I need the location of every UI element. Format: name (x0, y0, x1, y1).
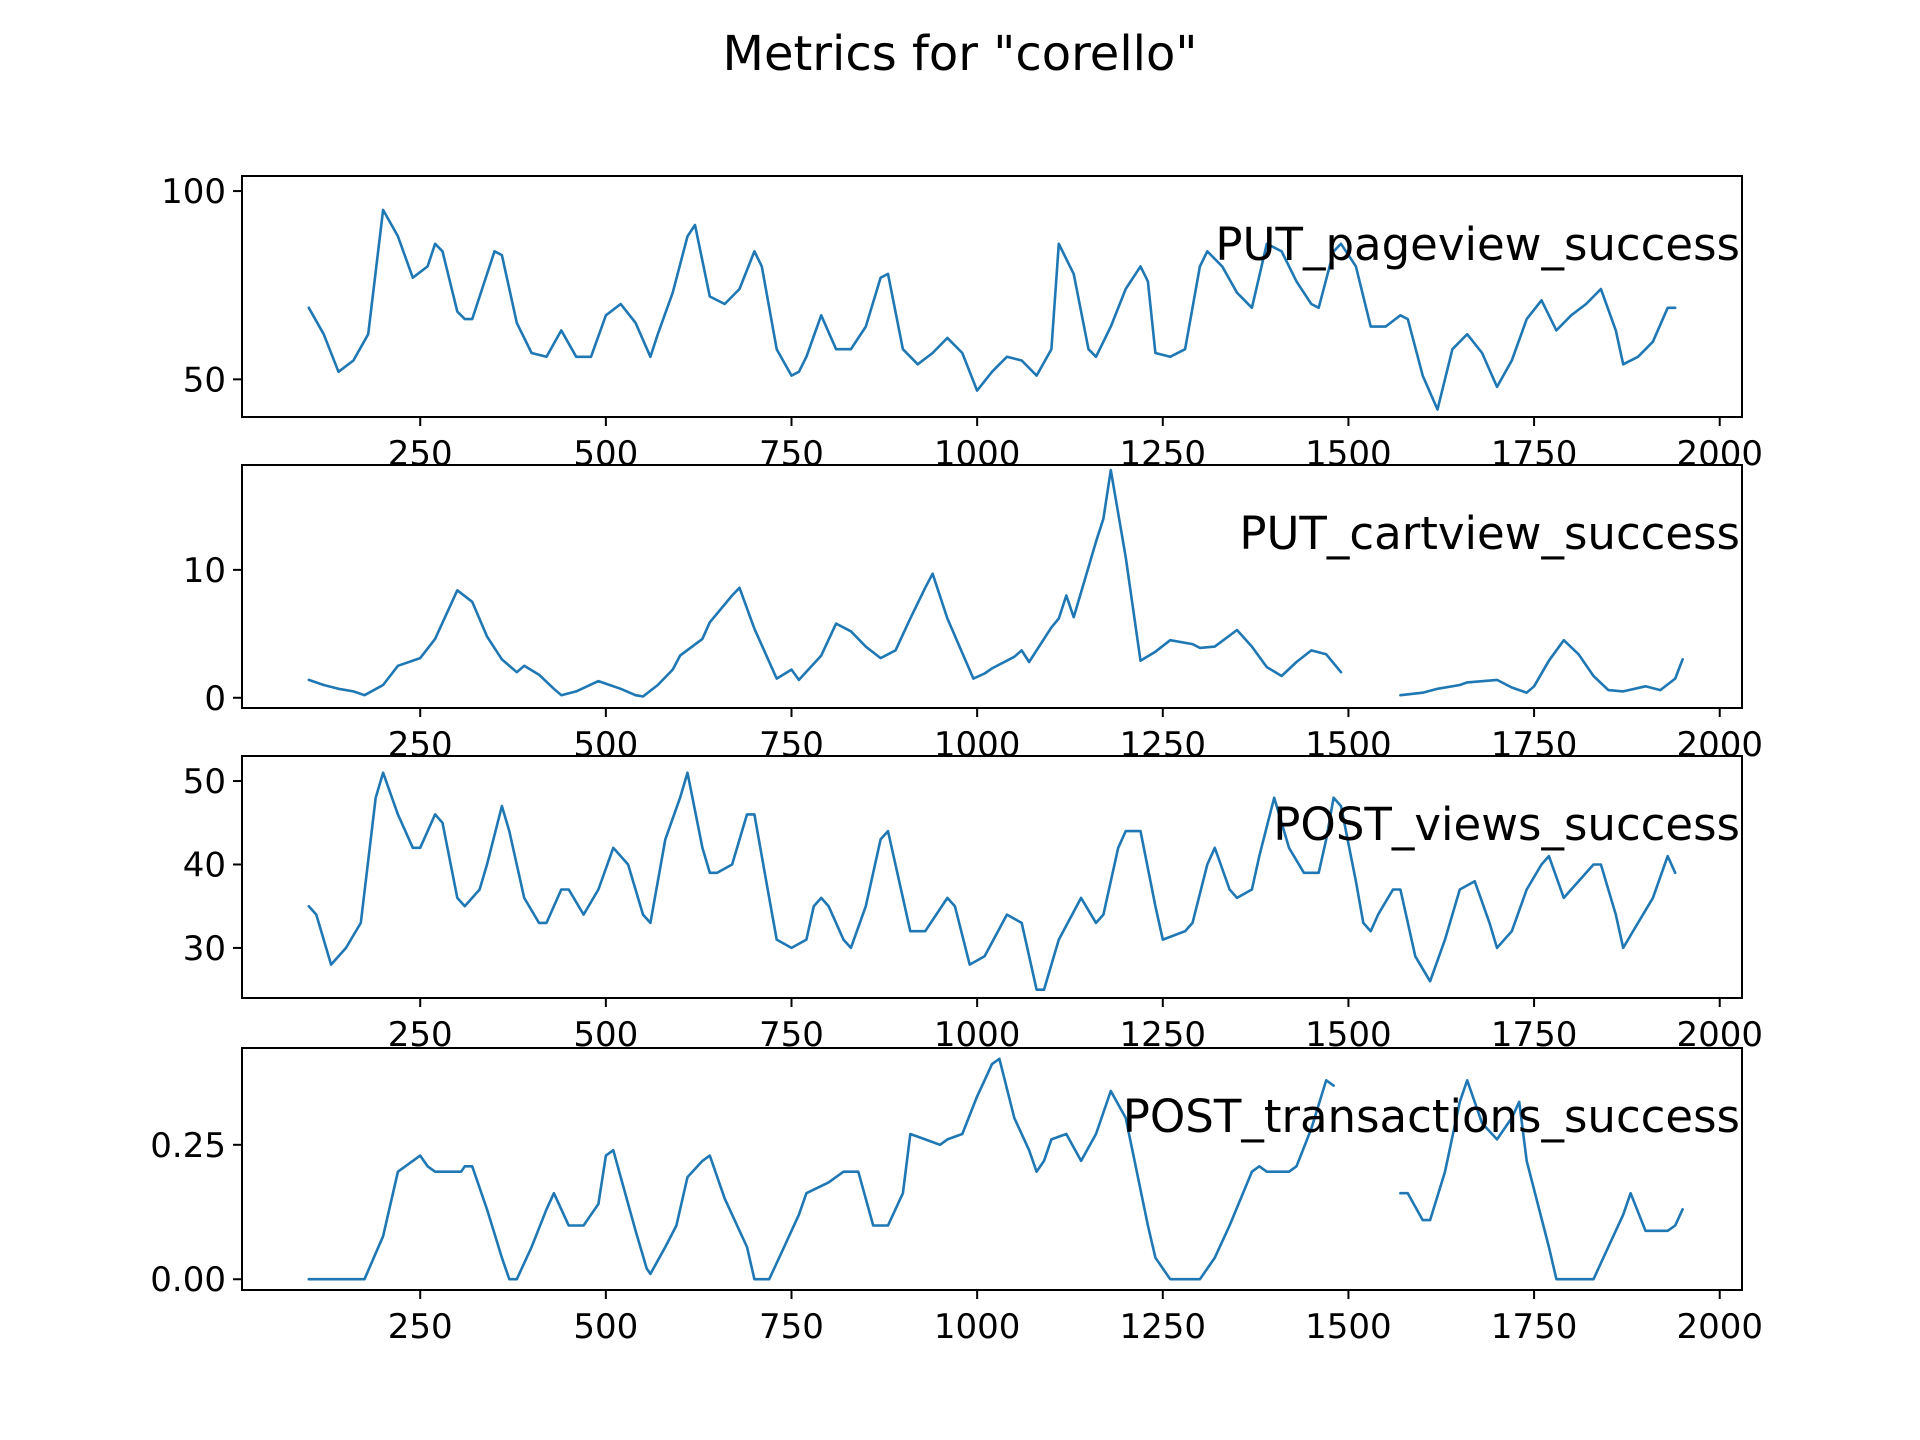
series-line-4-1 (307, 1057, 1335, 1281)
x-tick-label: 250 (388, 725, 453, 765)
x-tick-label: 500 (573, 434, 638, 474)
x-tick-label: 250 (388, 1307, 453, 1347)
x-tick-label: 1000 (934, 1307, 1021, 1347)
x-tick-label: 500 (573, 725, 638, 765)
subplot-1: 250 500 750 1000 1250 1500 1750 2000 50 100 PUT_pa… (161, 172, 1763, 474)
subplots: 250 500 750 1000 1250 1500 1750 200050100PUT_pa… (150, 172, 1763, 1347)
y-tick-label: 10 (183, 551, 226, 591)
y-tick-label: 40 (183, 845, 226, 885)
x-tick-label: 250 (388, 434, 453, 474)
series-line-1-1 (307, 208, 1677, 411)
axes-frame (241, 175, 1743, 418)
y-tick-label: 50 (183, 360, 226, 400)
series-line-2-1 (307, 468, 1343, 698)
axes-frame (241, 464, 1743, 709)
series-line-2-2 (1399, 638, 1684, 697)
y-tick-label: 0.00 (150, 1260, 226, 1300)
x-tick-label: 1500 (1305, 434, 1392, 474)
x-tick-label: 1500 (1305, 1307, 1392, 1347)
x-tick-label: 1250 (1120, 434, 1207, 474)
series-label: PUT_cartview_success (1239, 507, 1740, 560)
subplot-2: 250 500 750 1000 1250 1500 1750 2000 0 10 PUT_cart… (183, 464, 1763, 765)
x-tick-label: 2000 (1676, 725, 1763, 765)
series-label: POST_transactions_success (1123, 1090, 1740, 1143)
axes-frame (241, 1047, 1743, 1291)
x-tick-label: 1750 (1491, 1307, 1578, 1347)
series-line-4-2 (1399, 1079, 1684, 1281)
y-tick-label: 0.25 (150, 1126, 226, 1166)
series-label: POST_views_success (1273, 798, 1740, 851)
y-tick-label: 30 (183, 929, 226, 969)
x-tick-label: 1250 (1120, 1307, 1207, 1347)
figure-title: Metrics for "corello" (723, 26, 1198, 82)
x-tick-label: 750 (759, 434, 824, 474)
series-line-3-1 (307, 771, 1677, 991)
x-tick-label: 750 (759, 1307, 824, 1347)
y-tick-label: 100 (161, 172, 226, 212)
series-label: PUT_pageview_success (1215, 218, 1740, 271)
x-tick-label: 1000 (934, 725, 1021, 765)
x-tick-label: 2000 (1676, 434, 1763, 474)
x-tick-label: 1250 (1120, 725, 1207, 765)
x-tick-label: 1750 (1491, 434, 1578, 474)
axes-frame (241, 755, 1743, 999)
x-tick-label: 750 (759, 725, 824, 765)
x-tick-label: 1000 (934, 434, 1021, 474)
y-tick-label: 50 (183, 762, 226, 802)
y-tick-label: 0 (204, 679, 226, 719)
x-tick-label: 500 (573, 1307, 638, 1347)
x-tick-label: 1500 (1305, 725, 1392, 765)
subplot-4: 250 500 750 1000 1250 1500 1750 2000 0.00 0.25 POS… (150, 1047, 1763, 1347)
x-tick-label: 2000 (1676, 1307, 1763, 1347)
x-tick-label: 1750 (1491, 725, 1578, 765)
